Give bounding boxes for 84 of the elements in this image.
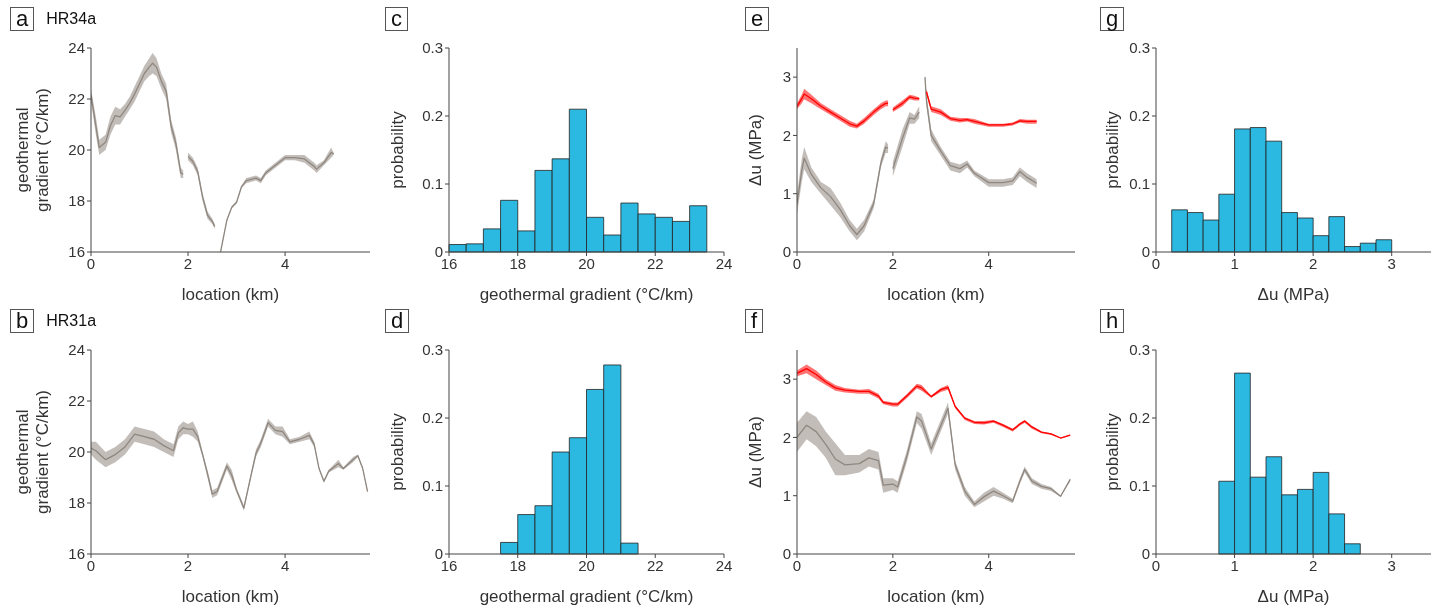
x-axis-title: location (km) — [887, 587, 985, 606]
y-axis-title: geothermal gradient (°C/km) — [13, 390, 52, 514]
y-axis-title: probability — [1103, 110, 1122, 189]
y-axis-title: probability — [388, 412, 407, 491]
y-tick-label: 22 — [68, 392, 85, 410]
y-axis-title: probability — [1103, 412, 1122, 491]
x-tick-label: 22 — [646, 254, 664, 272]
y-tick-label: 0 — [434, 545, 443, 563]
x-tick-label: 4 — [984, 556, 993, 574]
y-axis-title: Δu (MPa) — [746, 416, 765, 488]
x-tick-label: 4 — [984, 254, 993, 272]
x-tick-label: 18 — [509, 556, 527, 574]
x-tick-label: 0 — [86, 254, 96, 272]
x-axis-title: location (km) — [181, 587, 280, 606]
x-tick-label: 20 — [578, 556, 595, 574]
x-tick-label: 18 — [509, 254, 527, 272]
y-tick-label: 0.2 — [422, 107, 443, 125]
y-axis-title: Δu (MPa) — [746, 114, 765, 186]
y-tick-label: 0.3 — [1129, 341, 1150, 359]
y-tick-label: 16 — [68, 243, 85, 261]
y-tick-label: 3 — [782, 68, 791, 86]
chart-title: b — [10, 308, 35, 333]
x-tick-label: 3 — [1387, 254, 1396, 272]
y-tick-label: 3 — [782, 370, 791, 388]
y-tick-label: 0.2 — [422, 409, 443, 427]
y-tick-label: 18 — [68, 494, 85, 512]
y-tick-label: 1 — [782, 487, 791, 505]
y-tick-label: 20 — [68, 443, 85, 461]
chart-title: f — [745, 308, 764, 333]
y-tick-label: 18 — [68, 192, 85, 210]
chart-subtitle: HR34a — [46, 10, 97, 28]
y-tick-label: 2 — [782, 126, 791, 144]
x-tick-label: 2 — [183, 556, 193, 574]
x-axis-title: Δu (MPa) — [1257, 587, 1330, 606]
chart-title: a — [10, 6, 35, 31]
x-tick-label: 1 — [1230, 556, 1239, 574]
y-tick-label: 20 — [68, 141, 85, 159]
y-tick-label: 0.1 — [422, 175, 443, 193]
y-tick-label: 0 — [782, 243, 791, 261]
y-tick-label: 0.3 — [422, 341, 443, 359]
y-tick-label: 0.2 — [1129, 409, 1150, 427]
x-tick-label: 2 — [888, 254, 898, 272]
chart-title: e — [745, 6, 770, 31]
y-tick-label: 0 — [782, 545, 791, 563]
y-tick-label: 0.1 — [1129, 477, 1150, 495]
chart-subtitle: HR31a — [46, 312, 97, 330]
x-tick-label: 4 — [280, 254, 290, 272]
y-tick-label: 24 — [68, 39, 85, 57]
x-tick-label: 22 — [646, 556, 664, 574]
x-axis-title: location (km) — [887, 285, 985, 304]
x-tick-label: 2 — [183, 254, 193, 272]
x-axis-title: location (km) — [181, 285, 280, 304]
x-axis-title: geothermal gradient (°C/km) — [479, 285, 694, 304]
x-axis-title: geothermal gradient (°C/km) — [479, 587, 694, 606]
x-tick-label: 24 — [715, 254, 733, 272]
y-tick-label: 0 — [1141, 545, 1150, 563]
y-axis-title: probability — [388, 110, 407, 189]
x-tick-label: 2 — [1308, 254, 1318, 272]
y-tick-label: 0.1 — [1129, 175, 1150, 193]
y-tick-label: 0.2 — [1129, 107, 1150, 125]
y-axis-title: geothermal gradient (°C/km) — [13, 88, 52, 212]
y-tick-label: 1 — [782, 185, 791, 203]
y-tick-label: 24 — [68, 341, 85, 359]
x-tick-label: 2 — [1308, 556, 1318, 574]
x-tick-label: 3 — [1387, 556, 1396, 574]
y-tick-label: 0 — [434, 243, 443, 261]
y-tick-label: 2 — [782, 428, 791, 446]
x-tick-label: 2 — [888, 556, 898, 574]
x-tick-label: 20 — [578, 254, 595, 272]
x-axis-title: Δu (MPa) — [1257, 285, 1330, 304]
y-tick-label: 22 — [68, 90, 85, 108]
y-tick-label: 16 — [68, 545, 85, 563]
x-tick-label: 24 — [715, 556, 733, 574]
x-tick-label: 1 — [1230, 254, 1239, 272]
y-tick-label: 0.1 — [422, 477, 443, 495]
x-tick-label: 4 — [280, 556, 290, 574]
y-tick-label: 0 — [1141, 243, 1150, 261]
y-tick-label: 0.3 — [1129, 39, 1150, 57]
chart-title: c — [385, 6, 408, 31]
chart-title: g — [1100, 6, 1125, 31]
x-tick-label: 0 — [86, 556, 96, 574]
y-tick-label: 0.3 — [422, 39, 443, 57]
chart-title: d — [385, 308, 410, 333]
chart-title: h — [1100, 308, 1125, 333]
